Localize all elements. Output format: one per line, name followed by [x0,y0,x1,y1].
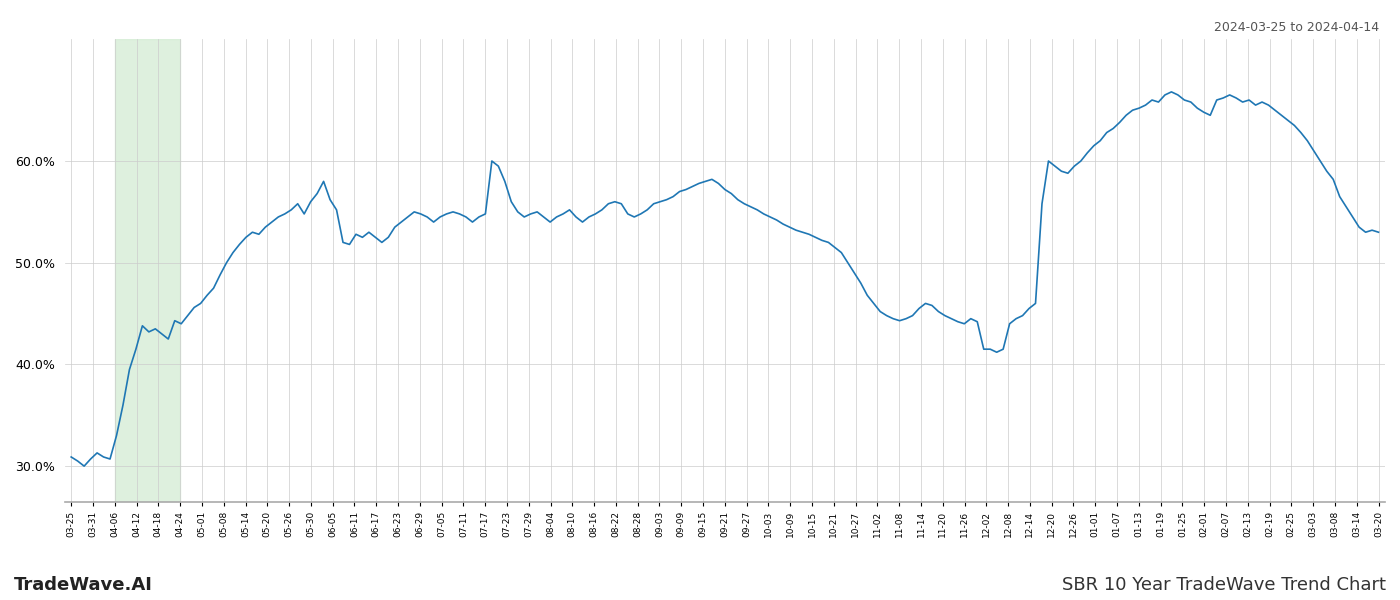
Text: 2024-03-25 to 2024-04-14: 2024-03-25 to 2024-04-14 [1214,21,1379,34]
Text: TradeWave.AI: TradeWave.AI [14,576,153,594]
Text: SBR 10 Year TradeWave Trend Chart: SBR 10 Year TradeWave Trend Chart [1063,576,1386,594]
Bar [115,39,181,502]
